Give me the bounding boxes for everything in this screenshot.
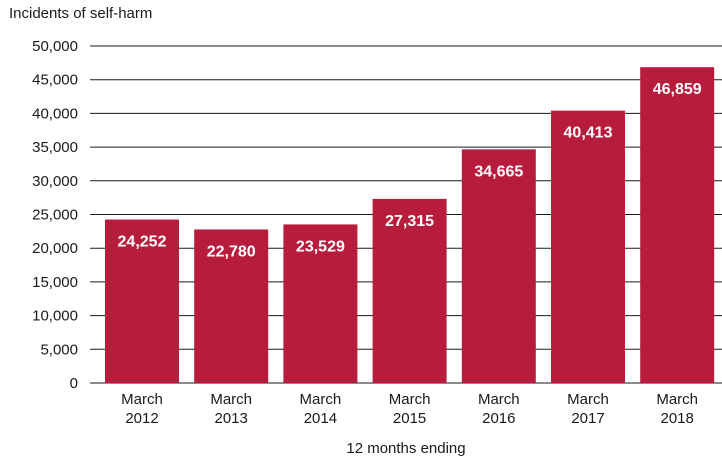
x-tick-label: March [567,391,609,408]
bar [551,110,625,383]
bar [194,229,269,383]
x-tick-label: March [121,391,163,408]
y-axis-ticks: 0 5,000 10,000 15,000 20,000 25,000 30,000 35,0… [32,38,78,392]
y-tick-label: 10,000 [32,308,78,325]
bar-value-label: 46,859 [653,81,702,98]
y-axis-title: Incidents of self-harm [9,5,153,22]
x-tick-label: 2013 [215,410,248,427]
y-tick-label: 35,000 [32,139,78,156]
bar-value-label: 23,529 [296,238,345,255]
x-tick-label: March [389,391,431,408]
x-tick-label: March [656,391,698,408]
y-tick-label: 45,000 [32,72,78,89]
bar [283,224,358,383]
x-tick-label: 2017 [571,410,604,427]
x-tick-label: 2018 [661,410,694,427]
y-tick-label: 40,000 [32,105,78,122]
bar-value-label: 22,780 [207,243,256,260]
y-tick-label: 30,000 [32,173,78,190]
bar [461,149,536,383]
bar-value-label: 40,413 [564,125,613,142]
x-tick-label: March [300,391,342,408]
y-tick-label: 20,000 [32,240,78,257]
bar-value-label: 27,315 [385,213,434,230]
x-tick-label: 2015 [393,410,426,427]
x-tick-label: 2012 [125,410,158,427]
y-tick-label: 25,000 [32,207,78,224]
y-tick-label: 5,000 [40,341,78,358]
bar [640,67,715,383]
bar [372,198,447,383]
y-tick-label: 15,000 [32,274,78,291]
x-tick-label: 2014 [304,410,337,427]
x-tick-label: March [210,391,252,408]
x-tick-label: 2016 [482,410,515,427]
x-axis-ticks: March 2012 March 2013 March 2014 March 2015 Marc… [121,391,698,427]
bar-value-label: 24,252 [118,234,167,251]
x-axis-title: 12 months ending [346,440,466,457]
bars [105,67,715,383]
bar [105,219,179,383]
y-tick-label: 50,000 [32,38,78,55]
bar-value-label: 34,665 [474,163,523,180]
y-tick-label: 0 [70,375,78,392]
bar-value-labels: 24,252 22,780 23,529 27,315 34,665 40,413 46,8… [118,81,702,260]
x-tick-label: March [478,391,520,408]
